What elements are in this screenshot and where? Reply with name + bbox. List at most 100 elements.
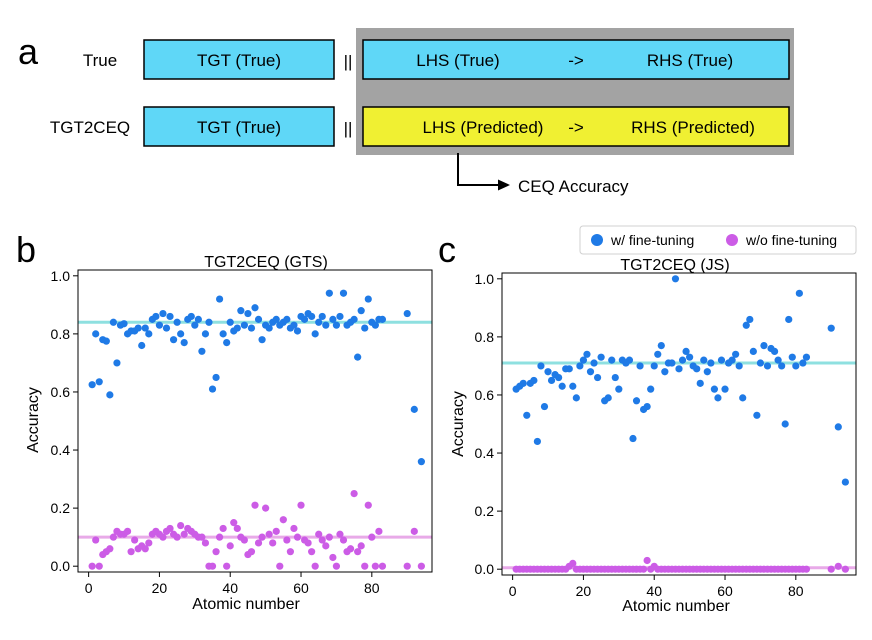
data-point — [269, 539, 277, 547]
legend: w/ fine-tuning w/o fine-tuning — [579, 225, 857, 255]
data-point — [799, 359, 807, 367]
data-point — [403, 562, 411, 570]
y-axis-label: Accuracy — [25, 387, 42, 453]
data-point — [187, 312, 195, 321]
data-point — [254, 315, 263, 323]
legend-marker-no-finetune — [726, 234, 738, 246]
data-point — [540, 402, 549, 411]
data-point — [714, 394, 722, 402]
data-point — [318, 536, 326, 544]
data-point — [141, 545, 149, 553]
data-point — [240, 321, 248, 329]
data-point — [88, 381, 96, 389]
chart-js: TGT2CEQ (JS) Atomic number Accuracy 0 20 4… — [450, 257, 857, 615]
data-point — [219, 524, 227, 533]
data-point — [286, 548, 294, 556]
data-point — [177, 330, 185, 338]
y-tick-label: 0.4 — [475, 445, 495, 461]
data-point — [297, 501, 305, 509]
data-point — [336, 312, 344, 321]
arrow-text: -> — [568, 51, 584, 70]
axes-frame — [501, 272, 857, 576]
lhs-predicted-label: LHS (Predicted) — [423, 118, 544, 137]
data-point — [643, 556, 651, 565]
data-point — [523, 411, 531, 419]
data-point — [668, 359, 676, 367]
data-point — [781, 420, 789, 428]
data-point — [519, 379, 527, 387]
data-point — [237, 307, 245, 315]
data-point — [361, 562, 369, 570]
data-point — [191, 321, 199, 329]
data-point — [180, 338, 188, 347]
data-point — [258, 533, 266, 541]
x-tick-label: 40 — [222, 580, 238, 596]
data-point — [304, 539, 312, 547]
data-point — [565, 365, 573, 373]
data-point — [315, 318, 323, 326]
x-tick-label: 60 — [717, 583, 733, 599]
data-point — [547, 376, 556, 385]
data-point — [410, 405, 418, 413]
data-point — [283, 536, 291, 544]
y-tick-label: 0.0 — [51, 558, 71, 574]
data-point — [106, 545, 114, 553]
data-point — [322, 321, 330, 329]
data-point — [145, 330, 153, 338]
data-point — [155, 321, 164, 329]
data-point — [113, 359, 121, 367]
data-point — [262, 504, 270, 512]
data-point — [760, 341, 768, 350]
data-point — [332, 562, 341, 570]
data-point — [841, 478, 849, 486]
data-point — [92, 330, 100, 338]
data-point — [558, 382, 566, 390]
y-tick-label: 0.2 — [51, 500, 71, 516]
data-point — [293, 533, 302, 541]
rhs-predicted-label: RHS (Predicted) — [631, 118, 755, 137]
data-point — [693, 365, 701, 373]
ceq-predicted-box — [362, 106, 790, 147]
data-point — [300, 315, 309, 323]
data-point — [753, 411, 761, 419]
data-point — [95, 562, 103, 570]
data-point — [159, 309, 167, 318]
data-point — [834, 423, 842, 431]
data-point — [265, 324, 273, 332]
data-point — [106, 391, 114, 399]
chart-title: TGT2CEQ (GTS) — [204, 254, 328, 271]
lhs-true-label: LHS (True) — [416, 51, 499, 70]
data-point — [290, 524, 298, 533]
data-point — [350, 489, 358, 498]
data-point — [834, 562, 842, 570]
y-tick-label: 1.0 — [475, 271, 495, 287]
rhs-true-label: RHS (True) — [647, 51, 733, 70]
data-point — [682, 347, 690, 356]
y-tick-label: 0.0 — [475, 561, 495, 577]
x-axis-label: Atomic number — [622, 598, 730, 615]
data-point — [827, 565, 835, 573]
data-point — [678, 356, 687, 364]
data-point — [322, 542, 330, 550]
data-point — [109, 533, 117, 541]
data-point — [329, 553, 337, 562]
data-point — [357, 542, 365, 550]
data-point — [739, 394, 747, 402]
data-point — [533, 437, 542, 446]
x-tick-label: 20 — [576, 583, 592, 599]
data-point — [276, 562, 284, 570]
data-point — [371, 321, 379, 329]
data-point — [770, 347, 779, 356]
data-point — [166, 312, 174, 321]
data-point — [223, 562, 231, 570]
data-point — [254, 539, 263, 547]
x-tick-label: 40 — [646, 583, 662, 599]
data-point — [180, 530, 188, 538]
data-point — [572, 394, 580, 402]
data-point — [569, 382, 577, 390]
tgt-true-box — [143, 39, 335, 80]
data-point — [654, 350, 662, 358]
data-point — [293, 327, 302, 335]
data-point — [579, 356, 588, 364]
legend-marker-finetune — [591, 234, 603, 246]
